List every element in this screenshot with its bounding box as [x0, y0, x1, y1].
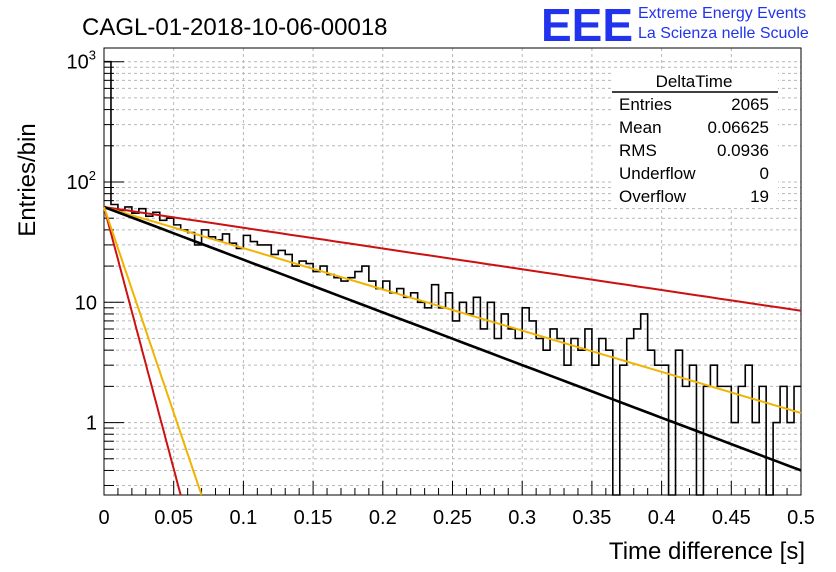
x-tick-label: 0.3 — [508, 507, 536, 529]
x-tick-label: 0.2 — [369, 507, 397, 529]
stats-title: DeltaTime — [656, 72, 733, 91]
x-tick-label: 0.25 — [433, 507, 472, 529]
y-tick-label: 103 — [67, 48, 96, 74]
fit-curve — [103, 206, 203, 496]
x-tick-label: 0.1 — [229, 507, 257, 529]
stats-row-label: Underflow — [619, 164, 696, 183]
histogram-outline — [104, 60, 801, 496]
x-tick-label: 0.15 — [294, 507, 333, 529]
y-tick-label: 10 — [75, 292, 97, 314]
stats-row-label: RMS — [619, 141, 657, 160]
stats-row-value: 2065 — [731, 95, 769, 114]
x-tick-label: 0.45 — [712, 507, 751, 529]
fit-curves — [103, 205, 802, 496]
x-tick-label: 0 — [98, 507, 109, 529]
eee-logo: EEE — [541, 0, 634, 51]
y-axis-label: Entries/bin — [14, 123, 41, 236]
stats-row-label: Mean — [619, 118, 662, 137]
fit-curve — [103, 206, 802, 415]
stats-row-value: 0.06625 — [708, 118, 769, 137]
grid-lines — [104, 48, 801, 495]
histogram-bins — [104, 60, 801, 496]
fit-curve — [103, 206, 802, 312]
x-tick-label: 0.4 — [648, 507, 676, 529]
stats-row-value: 0.0936 — [717, 141, 769, 160]
x-tick-label: 0.5 — [787, 507, 815, 529]
fit-curve — [103, 206, 182, 496]
y-tick-label: 102 — [67, 168, 96, 194]
x-axis-label: Time difference [s] — [609, 538, 805, 565]
fit-curve — [103, 205, 802, 472]
stats-row-label: Entries — [619, 95, 672, 114]
chart-title: CAGL-01-2018-10-06-00018 — [82, 14, 388, 41]
x-tick-label: 0.35 — [572, 507, 611, 529]
eee-logo-line1: Extreme Energy Events — [638, 5, 807, 22]
stats-row-value: 0 — [760, 164, 769, 183]
stats-rows: Entries 2065 Mean 0.06625 RMS 0.0936 Underflow… — [619, 95, 769, 206]
stats-row-value: 19 — [750, 187, 769, 206]
stats-box: DeltaTime Entries 2065 Mean 0.06625 RMS 0.093… — [612, 72, 778, 208]
stats-row-label: Overflow — [619, 187, 687, 206]
eee-logo-line2: La Scienza nelle Scuole — [638, 25, 809, 42]
y-tick-label: 1 — [86, 413, 97, 435]
x-tick-label: 0.05 — [154, 507, 193, 529]
